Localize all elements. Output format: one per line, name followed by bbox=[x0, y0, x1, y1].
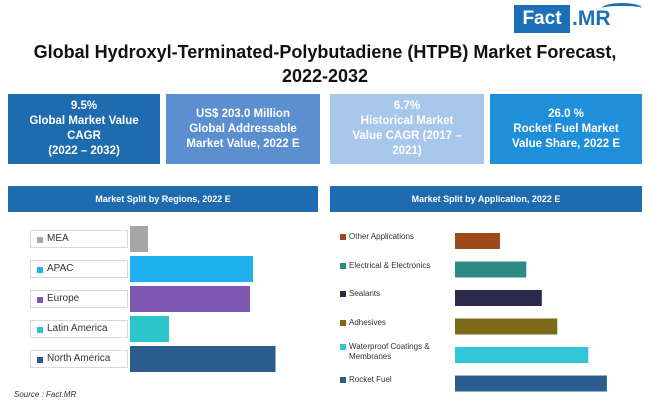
bar-sealants bbox=[455, 290, 542, 306]
legend-item-north-america: North America bbox=[30, 350, 128, 368]
legend-swatch bbox=[37, 237, 43, 243]
kpi-label-line: 2021) bbox=[392, 145, 422, 157]
logo-arc bbox=[602, 3, 642, 13]
legend-item-electrical-electronics: Electrical & Electronics bbox=[340, 261, 452, 271]
legend-swatch bbox=[340, 376, 346, 383]
bar-europe bbox=[130, 286, 250, 312]
logo-mr: .MR bbox=[572, 7, 611, 30]
legend-label: Other Applications bbox=[349, 232, 414, 241]
bar-electrical-electronics bbox=[455, 261, 527, 278]
kpi-card-historical-cagr: 6.7% Historical Market Value CAGR (2017 … bbox=[330, 94, 484, 164]
kpi-label-line: Global Market Value bbox=[29, 115, 139, 127]
legend-item-mea: MEA bbox=[30, 230, 128, 248]
legend-swatch bbox=[340, 344, 346, 350]
kpi-value: US$ 203.0 Million bbox=[196, 107, 290, 120]
legend-label: APAC bbox=[47, 263, 74, 274]
kpi-value: 9.5% bbox=[70, 100, 98, 112]
kpi-card-market-value: US$ 203.0 Million Global Addressable Mar… bbox=[166, 94, 320, 164]
kpi-label-line: Rocket Fuel Market bbox=[513, 122, 619, 135]
legend-label: Latin America bbox=[47, 323, 108, 334]
legend-label: MEA bbox=[47, 233, 69, 244]
kpi-card-cagr: 9.5% Global Market Value CAGR (2022 – 20… bbox=[8, 94, 160, 164]
logo-fact: Fact bbox=[514, 5, 570, 33]
kpi-card-rocket-fuel-share: 26.0 % Rocket Fuel Market Value Share, 2… bbox=[490, 94, 642, 164]
bar-waterproof-coatings-membranes bbox=[455, 347, 589, 363]
page-title: Global Hydroxyl-Terminated-Polybutadiene… bbox=[33, 42, 617, 86]
legend-swatch bbox=[340, 291, 346, 297]
kpi-label-line: Market Value, 2022 E bbox=[186, 137, 300, 150]
bar-rocket-fuel bbox=[455, 375, 607, 392]
legend-swatch bbox=[37, 327, 43, 333]
bar-apac bbox=[130, 256, 253, 282]
legend-label: Europe bbox=[47, 293, 80, 304]
legend-swatch bbox=[340, 319, 346, 326]
bar-north-america bbox=[130, 346, 276, 372]
bar-latin-america bbox=[130, 316, 169, 342]
bar-other-applications bbox=[455, 233, 500, 249]
legend-label: Sealants bbox=[349, 289, 381, 298]
kpi-label-line: CAGR bbox=[67, 130, 101, 142]
regions-chart-title: Market Split by Regions, 2022 E bbox=[8, 186, 318, 212]
kpi-label-line: Historical Market bbox=[360, 115, 454, 127]
fact-mr-logo: Fact .MR bbox=[514, 3, 646, 35]
bar-mea bbox=[130, 226, 148, 252]
legend-item-adhesives: Adhesives bbox=[340, 318, 452, 328]
bar-adhesives bbox=[455, 318, 558, 335]
kpi-value: 6.7% bbox=[393, 100, 421, 112]
legend-label: Rocket Fuel bbox=[349, 374, 392, 384]
legend-swatch bbox=[37, 297, 43, 303]
legend-item-waterproof-coatings-membranes: Waterproof Coatings & Membranes bbox=[340, 342, 452, 362]
legend-item-rocket-fuel: Rocket Fuel bbox=[340, 375, 452, 385]
legend-label: Waterproof Coatings & Membranes bbox=[349, 342, 430, 361]
legend-item-latin-america: Latin America bbox=[30, 320, 128, 338]
legend-swatch bbox=[37, 357, 43, 363]
legend-label: Adhesives bbox=[349, 317, 386, 327]
legend-item-other-applications: Other Applications bbox=[340, 232, 452, 242]
legend-label: North America bbox=[47, 353, 111, 364]
kpi-label-line: (2022 – 2032) bbox=[48, 145, 120, 157]
legend-item-europe: Europe bbox=[30, 290, 128, 308]
legend-item-sealants: Sealants bbox=[340, 289, 452, 299]
kpi-label-line: Value CAGR (2017 – bbox=[352, 130, 462, 142]
legend-swatch bbox=[340, 262, 346, 269]
legend-item-apac: APAC bbox=[30, 260, 128, 278]
application-chart-title: Market Split by Application, 2022 E bbox=[330, 186, 642, 212]
legend-swatch bbox=[37, 267, 43, 273]
kpi-label-line: Value Share, 2022 E bbox=[511, 137, 621, 150]
legend-swatch bbox=[340, 234, 346, 240]
legend-label: Electrical & Electronics bbox=[349, 260, 431, 270]
kpi-value: 26.0 % bbox=[548, 107, 584, 120]
source-note: Source : Fact.MR bbox=[14, 390, 77, 399]
kpi-label-line: Global Addressable bbox=[189, 122, 297, 135]
